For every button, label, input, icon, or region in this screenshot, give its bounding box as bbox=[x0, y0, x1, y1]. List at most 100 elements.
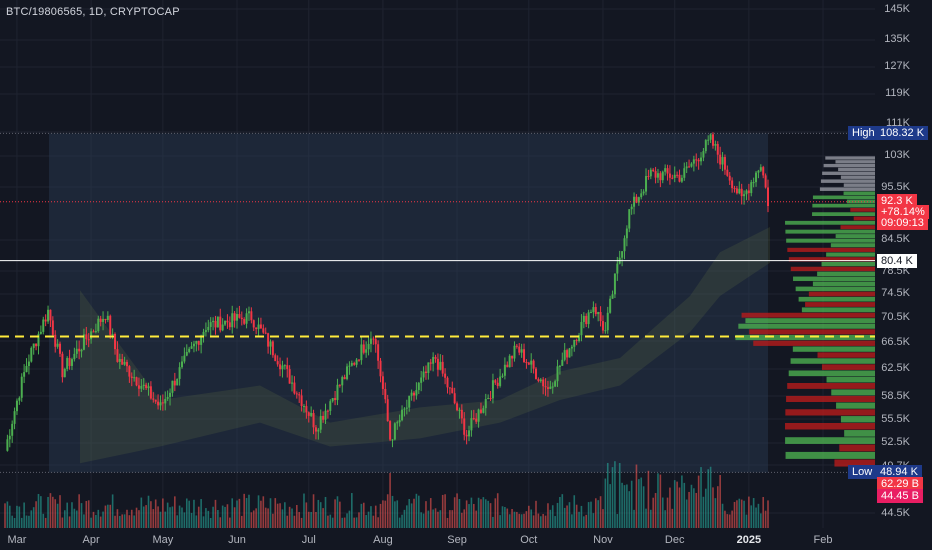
candle-body bbox=[647, 176, 650, 178]
volume-bar bbox=[398, 517, 401, 528]
candle-body bbox=[18, 397, 21, 401]
candle-body bbox=[243, 319, 246, 324]
candle-body bbox=[580, 321, 583, 336]
candle-body bbox=[75, 348, 78, 354]
candle-body bbox=[212, 320, 215, 323]
volume-bar bbox=[138, 510, 140, 528]
volume-bar bbox=[315, 511, 317, 528]
candle-body bbox=[63, 368, 66, 378]
volume-profile-bar bbox=[788, 370, 875, 377]
candle-body bbox=[554, 381, 557, 387]
time-tick-label: Dec bbox=[664, 534, 685, 546]
candle-body bbox=[355, 359, 358, 365]
volume-bar bbox=[264, 507, 267, 528]
volume-bar bbox=[238, 498, 241, 528]
candle-body bbox=[711, 134, 714, 146]
volume-profile-bar bbox=[786, 238, 875, 243]
candle-body bbox=[295, 393, 298, 395]
volume-bar bbox=[47, 496, 49, 528]
volume-bar bbox=[281, 509, 284, 528]
candle-body bbox=[534, 368, 537, 380]
candle-body bbox=[54, 334, 57, 347]
volume-bar bbox=[221, 505, 224, 528]
candle-body bbox=[599, 312, 602, 322]
volume-bar bbox=[537, 513, 540, 528]
volume-bar bbox=[343, 517, 346, 528]
candle-body bbox=[549, 386, 552, 389]
candle-body bbox=[472, 418, 475, 420]
candle-body bbox=[125, 361, 128, 367]
candle-body bbox=[606, 312, 609, 331]
candle-body bbox=[106, 315, 109, 320]
candle-body bbox=[204, 330, 207, 332]
volume-bar bbox=[432, 509, 434, 528]
volume-bar bbox=[219, 517, 222, 528]
volume-bar bbox=[171, 506, 174, 528]
volume-bar bbox=[451, 510, 454, 528]
volume-bar bbox=[532, 515, 535, 528]
candle-body bbox=[59, 343, 62, 354]
volume-bar bbox=[638, 479, 640, 528]
candle-body bbox=[439, 361, 442, 370]
candle-body bbox=[735, 188, 738, 194]
volume-bar bbox=[233, 507, 236, 528]
volume-bar bbox=[130, 509, 133, 528]
volume-profile-bar bbox=[785, 451, 875, 459]
volume-bar bbox=[32, 507, 35, 528]
candle-body bbox=[676, 174, 679, 176]
volume-bar bbox=[417, 495, 420, 528]
volume-bar bbox=[61, 517, 64, 528]
candle-body bbox=[623, 238, 626, 252]
candle-body bbox=[66, 357, 69, 369]
candle-body bbox=[384, 388, 387, 400]
candle-body bbox=[420, 377, 423, 383]
volume-bar bbox=[587, 502, 590, 528]
volume-profile-bar bbox=[812, 195, 875, 200]
candle-body bbox=[202, 331, 205, 337]
volume-bar bbox=[367, 511, 370, 528]
volume-bar bbox=[736, 500, 738, 528]
price-tick-label: 55.5K bbox=[881, 412, 910, 425]
volume-bar bbox=[327, 515, 329, 528]
volume-bar bbox=[360, 503, 363, 528]
candle-body bbox=[604, 330, 607, 332]
volume-bar bbox=[575, 504, 578, 528]
candle-body bbox=[479, 409, 482, 413]
candle-body bbox=[78, 348, 81, 352]
volume-bar bbox=[11, 515, 13, 528]
volume-bar bbox=[542, 513, 544, 528]
volume-bar bbox=[573, 495, 576, 528]
candle-body bbox=[683, 168, 686, 178]
volume-bar bbox=[702, 496, 705, 528]
candle-body bbox=[551, 386, 554, 388]
time-tick-label: Apr bbox=[82, 534, 100, 546]
volume-bar bbox=[18, 506, 21, 528]
volume-bar bbox=[370, 506, 372, 528]
volume-bar bbox=[716, 486, 719, 528]
candle-body bbox=[188, 348, 191, 352]
volume-profile-bar bbox=[785, 220, 875, 225]
candle-body bbox=[585, 315, 588, 325]
volume-bar bbox=[126, 509, 128, 528]
volume-bar bbox=[767, 500, 769, 528]
volume-bar bbox=[305, 502, 308, 528]
volume-bar bbox=[480, 499, 482, 528]
volume-bar bbox=[425, 501, 427, 528]
candle-body bbox=[255, 327, 258, 330]
candle-body bbox=[656, 173, 659, 178]
candle-body bbox=[326, 410, 329, 412]
volume-bar bbox=[365, 515, 367, 528]
volume-bar bbox=[685, 499, 688, 528]
volume-bar bbox=[520, 514, 523, 528]
candle-body bbox=[87, 339, 90, 341]
candle-body bbox=[152, 398, 155, 400]
volume-bar bbox=[298, 512, 300, 528]
volume-bar bbox=[42, 513, 45, 528]
candle-body bbox=[542, 379, 545, 387]
volume-bar bbox=[484, 499, 487, 528]
candle-body bbox=[200, 336, 203, 345]
volume-bar bbox=[324, 496, 327, 528]
volume-bar bbox=[236, 500, 238, 528]
volume-bar bbox=[331, 517, 334, 528]
